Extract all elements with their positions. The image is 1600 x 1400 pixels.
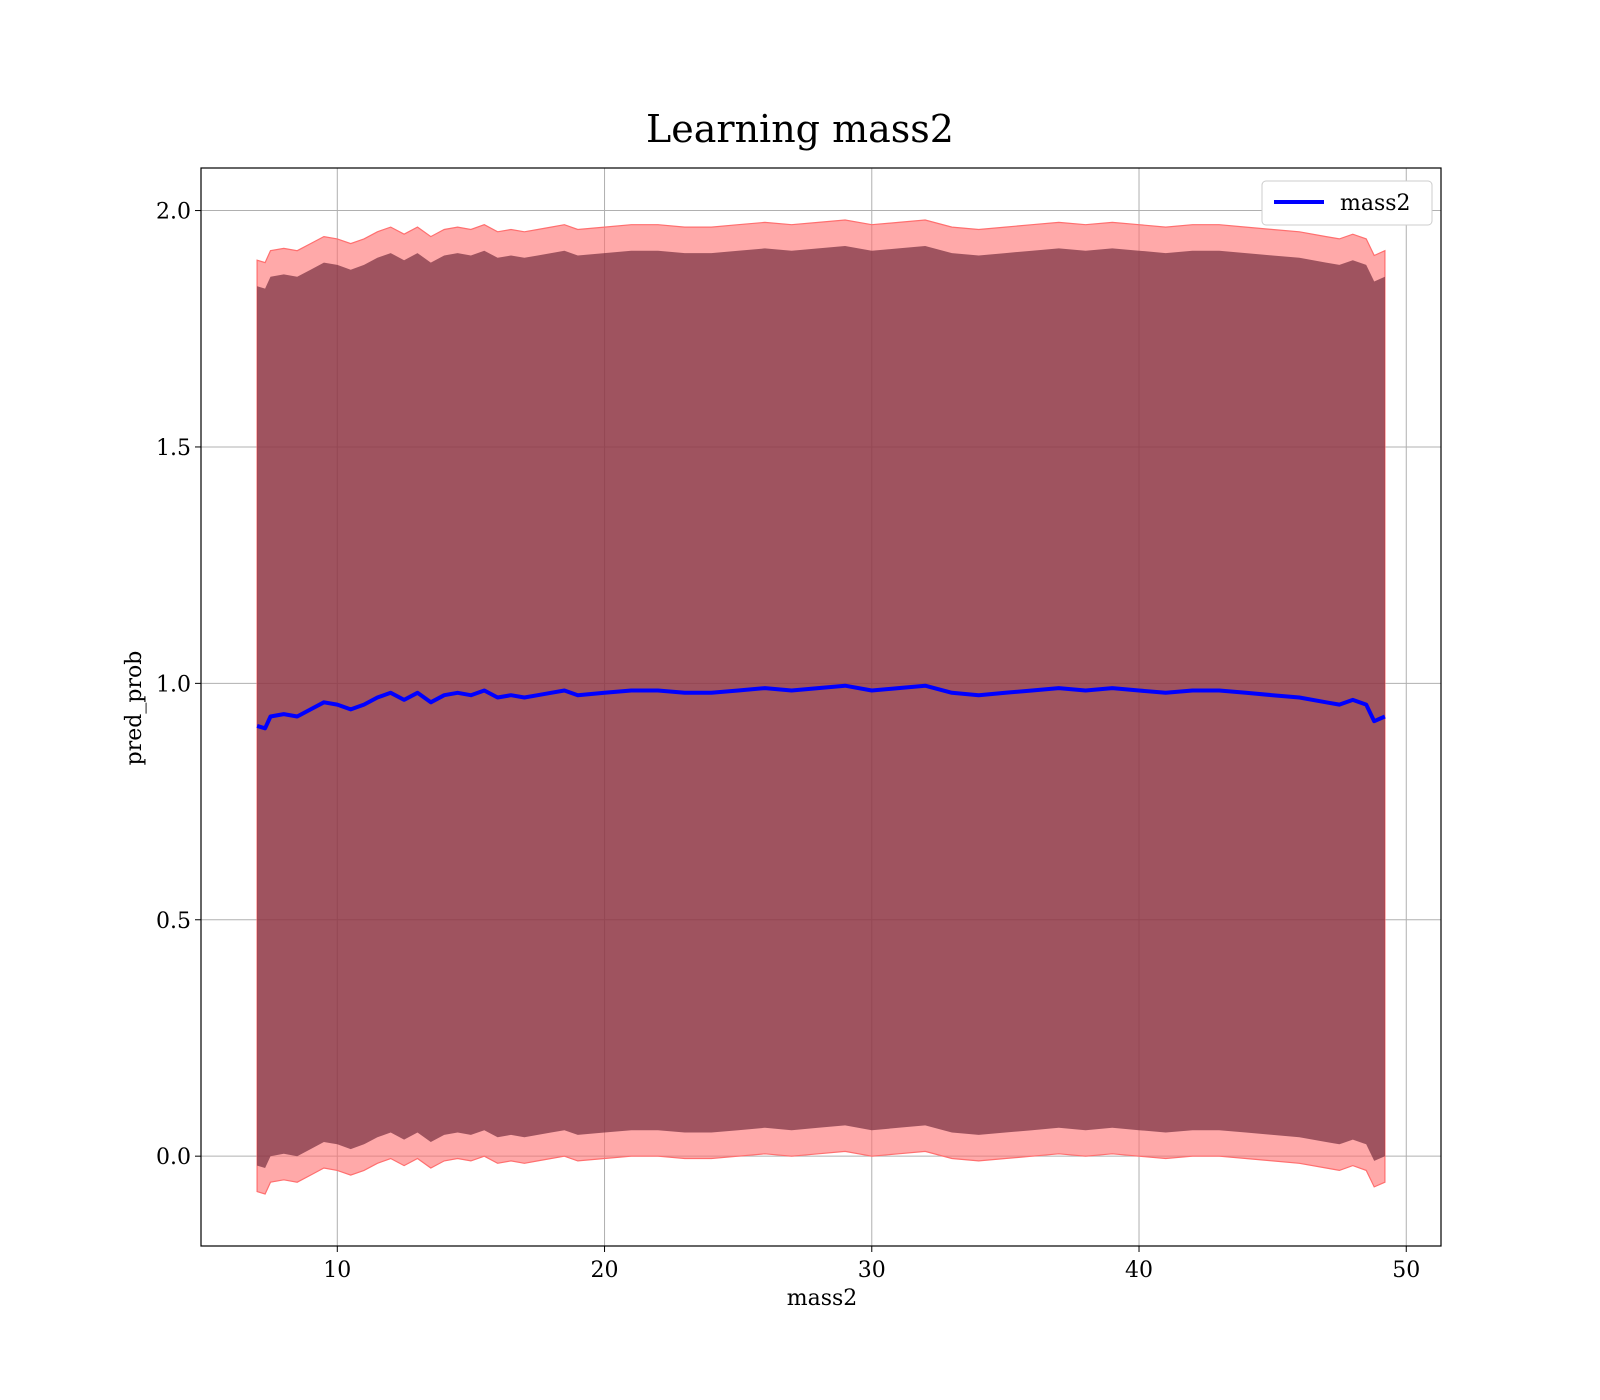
legend: mass2 [1261,180,1433,226]
y-tick-label: 1.5 [156,436,191,461]
legend-label-mass2: mass2 [1340,191,1411,216]
y-tick-label: 0.5 [156,909,191,934]
series-line-mass2 [256,683,1386,731]
x-tick-label: 20 [591,1258,619,1283]
legend-box [1261,180,1433,226]
x-tick-label: 30 [858,1258,886,1283]
y-tick-label: 0.0 [156,1145,191,1170]
band-layer [256,219,1386,1195]
x-axis-label: mass2 [787,1286,858,1311]
x-tick-label: 50 [1392,1258,1420,1283]
x-tick-label: 10 [323,1258,351,1283]
y-tick-label: 2.0 [156,200,191,225]
y-axis-label: pred_prob [122,651,147,766]
chart-title: Learning mass2 [646,107,954,151]
inner-confidence-band [257,246,1385,1168]
tick-layer: 10 20 30 40 50 0.0 0.5 1.0 1.5 2.0 [156,200,1420,1283]
plot-frame [200,167,1442,1247]
y-tick-label: 1.0 [156,672,191,697]
line-layer [256,683,1386,731]
x-tick-label: 40 [1125,1258,1153,1283]
